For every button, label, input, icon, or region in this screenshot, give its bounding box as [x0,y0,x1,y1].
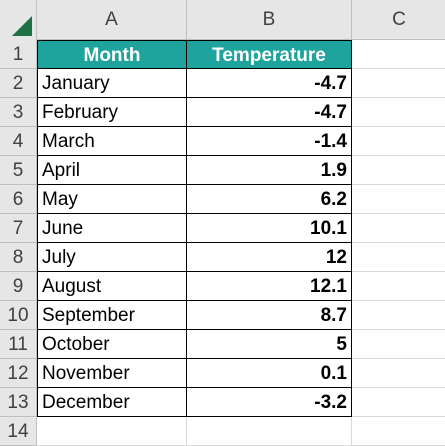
row-header-13[interactable]: 13 [0,388,37,417]
column-header-a[interactable]: A [37,0,187,40]
row-header-2[interactable]: 2 [0,69,37,98]
cell-a14[interactable] [37,417,187,446]
temperature-cell[interactable]: -4.7 [187,69,352,98]
temperature-cell[interactable]: -4.7 [187,98,352,127]
temperature-cell[interactable]: 6.2 [187,185,352,214]
cell-c13[interactable] [352,388,445,417]
month-cell[interactable]: December [37,388,187,417]
temperature-cell[interactable]: 12.1 [187,272,352,301]
month-cell[interactable]: February [37,98,187,127]
row-header-12[interactable]: 12 [0,359,37,388]
temperature-cell[interactable]: -3.2 [187,388,352,417]
month-cell[interactable]: April [37,156,187,185]
row-header-7[interactable]: 7 [0,214,37,243]
cell-c7[interactable] [352,214,445,243]
row-header-14[interactable]: 14 [0,417,37,446]
column-header-b[interactable]: B [187,0,352,40]
column-header-bar [0,0,445,40]
select-all-triangle-icon [12,16,32,36]
cell-c6[interactable] [352,185,445,214]
header-cell-temperature[interactable]: Temperature [187,40,352,69]
month-cell[interactable]: October [37,330,187,359]
row-header-8[interactable]: 8 [0,243,37,272]
select-all-button[interactable] [0,0,37,40]
row-header-11[interactable]: 11 [0,330,37,359]
cell-c3[interactable] [352,98,445,127]
cell-c5[interactable] [352,156,445,185]
row-header-1[interactable]: 1 [0,40,37,69]
row-header-4[interactable]: 4 [0,127,37,156]
temperature-cell[interactable]: 8.7 [187,301,352,330]
cell-c14[interactable] [352,417,445,446]
cell-c11[interactable] [352,330,445,359]
temperature-cell[interactable]: 12 [187,243,352,272]
row-header-10[interactable]: 10 [0,301,37,330]
cell-b14[interactable] [187,417,352,446]
header-cell-month[interactable]: Month [37,40,187,69]
column-header-c[interactable]: C [352,0,445,40]
temperature-cell[interactable]: -1.4 [187,127,352,156]
month-cell[interactable]: May [37,185,187,214]
temperature-cell[interactable]: 0.1 [187,359,352,388]
month-cell[interactable]: June [37,214,187,243]
row-header-9[interactable]: 9 [0,272,37,301]
cell-c9[interactable] [352,272,445,301]
month-cell[interactable]: September [37,301,187,330]
row-header-5[interactable]: 5 [0,156,37,185]
cell-c8[interactable] [352,243,445,272]
cell-c10[interactable] [352,301,445,330]
month-cell[interactable]: August [37,272,187,301]
row-header-6[interactable]: 6 [0,185,37,214]
cell-c2[interactable] [352,69,445,98]
month-cell[interactable]: March [37,127,187,156]
month-cell[interactable]: November [37,359,187,388]
temperature-cell[interactable]: 5 [187,330,352,359]
temperature-cell[interactable]: 10.1 [187,214,352,243]
cell-c12[interactable] [352,359,445,388]
month-cell[interactable]: January [37,69,187,98]
row-header-3[interactable]: 3 [0,98,37,127]
temperature-cell[interactable]: 1.9 [187,156,352,185]
month-cell[interactable]: July [37,243,187,272]
cell-c1[interactable] [352,40,445,69]
cell-c4[interactable] [352,127,445,156]
